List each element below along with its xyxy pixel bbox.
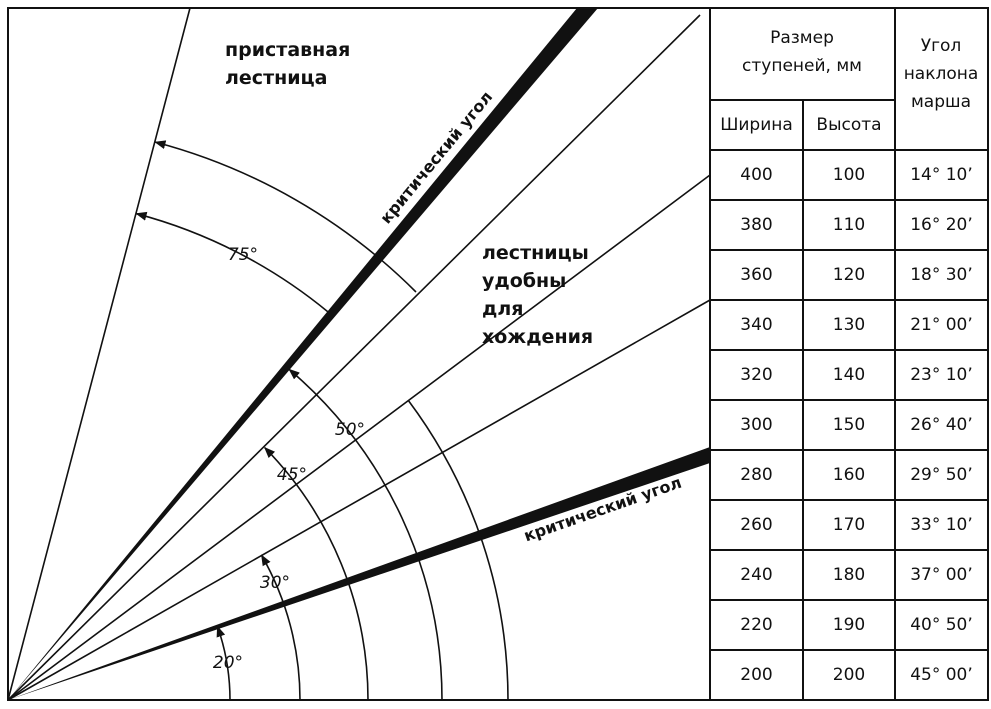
table-cell: 100	[833, 165, 865, 185]
angle-line	[7, 174, 711, 701]
label: лестницы удобны для хождения	[482, 242, 593, 348]
header-cell: Высота	[816, 115, 881, 135]
label-line: для	[482, 298, 523, 320]
table-cell: 180	[833, 565, 865, 585]
frame	[7, 7, 989, 701]
table-cell: 120	[833, 265, 865, 285]
arc	[407, 400, 509, 701]
table-cell: 33° 10’	[910, 515, 973, 535]
label-line: приставная	[225, 39, 350, 61]
header-line: марша	[911, 92, 971, 112]
table-cell: 300	[740, 415, 772, 435]
table-cell: 200	[833, 665, 865, 685]
table-cell: 170	[833, 515, 865, 535]
table-cell: 37° 00’	[910, 565, 973, 585]
arc	[263, 446, 369, 701]
table-cell: 16° 20’	[910, 215, 973, 235]
label-line: удобны	[482, 270, 566, 292]
table-cell: 240	[740, 565, 772, 585]
table-cell: 380	[740, 215, 772, 235]
header-line: Угол	[921, 36, 962, 56]
arc	[154, 140, 417, 293]
header-cell: Размер ступеней, мм	[742, 28, 862, 76]
label-line: лестница	[225, 67, 327, 89]
table-cell: 280	[740, 465, 772, 485]
table-cell: 40° 50’	[910, 615, 973, 635]
table-cell: 29° 50’	[910, 465, 973, 485]
arc	[135, 211, 329, 313]
critical-line	[8, 447, 710, 700]
table-cell: 220	[740, 615, 772, 635]
table-cell: 160	[833, 465, 865, 485]
table-cell: 360	[740, 265, 772, 285]
table-cell: 21° 00’	[910, 315, 973, 335]
table-cell: 260	[740, 515, 772, 535]
table-cell: 190	[833, 615, 865, 635]
label-line: хождения	[482, 326, 593, 348]
label: приставная лестница	[225, 39, 350, 89]
header-line: Размер	[770, 28, 834, 48]
table-cell: 340	[740, 315, 772, 335]
table-cell: 150	[833, 415, 865, 435]
header-line: наклона	[904, 64, 979, 84]
angle-label: 20°	[213, 653, 243, 673]
table-cell: 18° 30’	[910, 265, 973, 285]
table-cell: 26° 40’	[910, 415, 973, 435]
table-cell: 400	[740, 165, 772, 185]
header-cell: Угол наклона марша	[904, 36, 979, 112]
header-cell: Ширина	[720, 115, 793, 135]
angle-line	[7, 7, 191, 701]
table-cell: 45° 00’	[910, 665, 973, 685]
table-cell: 110	[833, 215, 865, 235]
table-cell: 130	[833, 315, 865, 335]
angle-label: 30°	[260, 573, 290, 593]
angle-line	[7, 299, 711, 701]
angle-line	[7, 14, 701, 701]
angle-label: 50°	[335, 420, 365, 440]
angle-geometry	[7, 7, 711, 701]
label-line: лестницы	[482, 242, 589, 264]
angle-label: 75°	[228, 245, 258, 265]
table: Размер ступеней, мм Угол наклона марша Ширина…	[709, 8, 988, 700]
arc	[216, 625, 231, 701]
table-cell: 14° 10’	[910, 165, 973, 185]
arc	[260, 554, 301, 701]
angle-label: 45°	[277, 465, 307, 485]
critical-label: критический угол	[376, 87, 496, 227]
table-cell: 140	[833, 365, 865, 385]
table-cell: 23° 10’	[910, 365, 973, 385]
critical-line	[8, 8, 598, 700]
arc	[288, 368, 443, 701]
header-line: ступеней, мм	[742, 56, 862, 76]
table-cell: 200	[740, 665, 772, 685]
table-cell: 320	[740, 365, 772, 385]
